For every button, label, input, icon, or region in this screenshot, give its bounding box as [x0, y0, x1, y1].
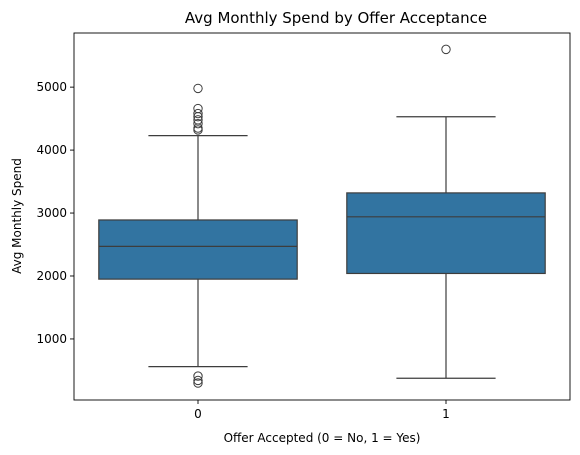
outlier-point — [441, 44, 451, 55]
y-tick-label: 3000 — [36, 206, 67, 220]
y-axis: 1000 2000 3000 4000 5000 — [36, 80, 74, 346]
plot-frame — [73, 32, 571, 401]
plot-area — [98, 44, 546, 388]
y-axis-label: Avg Monthly Spend — [10, 158, 24, 274]
outlier-point — [193, 118, 203, 129]
x-axis-label: Offer Accepted (0 = No, 1 = Yes) — [224, 431, 421, 445]
box-group-1 — [346, 44, 546, 379]
box-group-0 — [98, 83, 298, 388]
y-tick-label: 4000 — [36, 143, 67, 157]
outlier-point — [193, 103, 203, 114]
chart-title: Avg Monthly Spend by Offer Acceptance — [185, 9, 487, 27]
outlier-point — [193, 115, 203, 125]
outlier-point — [193, 375, 203, 386]
outlier-point — [193, 378, 203, 388]
x-tick-label: 0 — [194, 407, 202, 421]
y-tick-label: 1000 — [36, 332, 67, 346]
outlier-point — [193, 371, 203, 381]
x-tick-label: 1 — [442, 407, 450, 421]
outlier-point — [193, 83, 203, 94]
box-iqr — [98, 219, 298, 280]
outlier-point — [193, 108, 203, 119]
box-iqr — [346, 192, 546, 275]
y-tick-label: 5000 — [36, 80, 67, 94]
y-tick-label: 2000 — [36, 269, 67, 283]
